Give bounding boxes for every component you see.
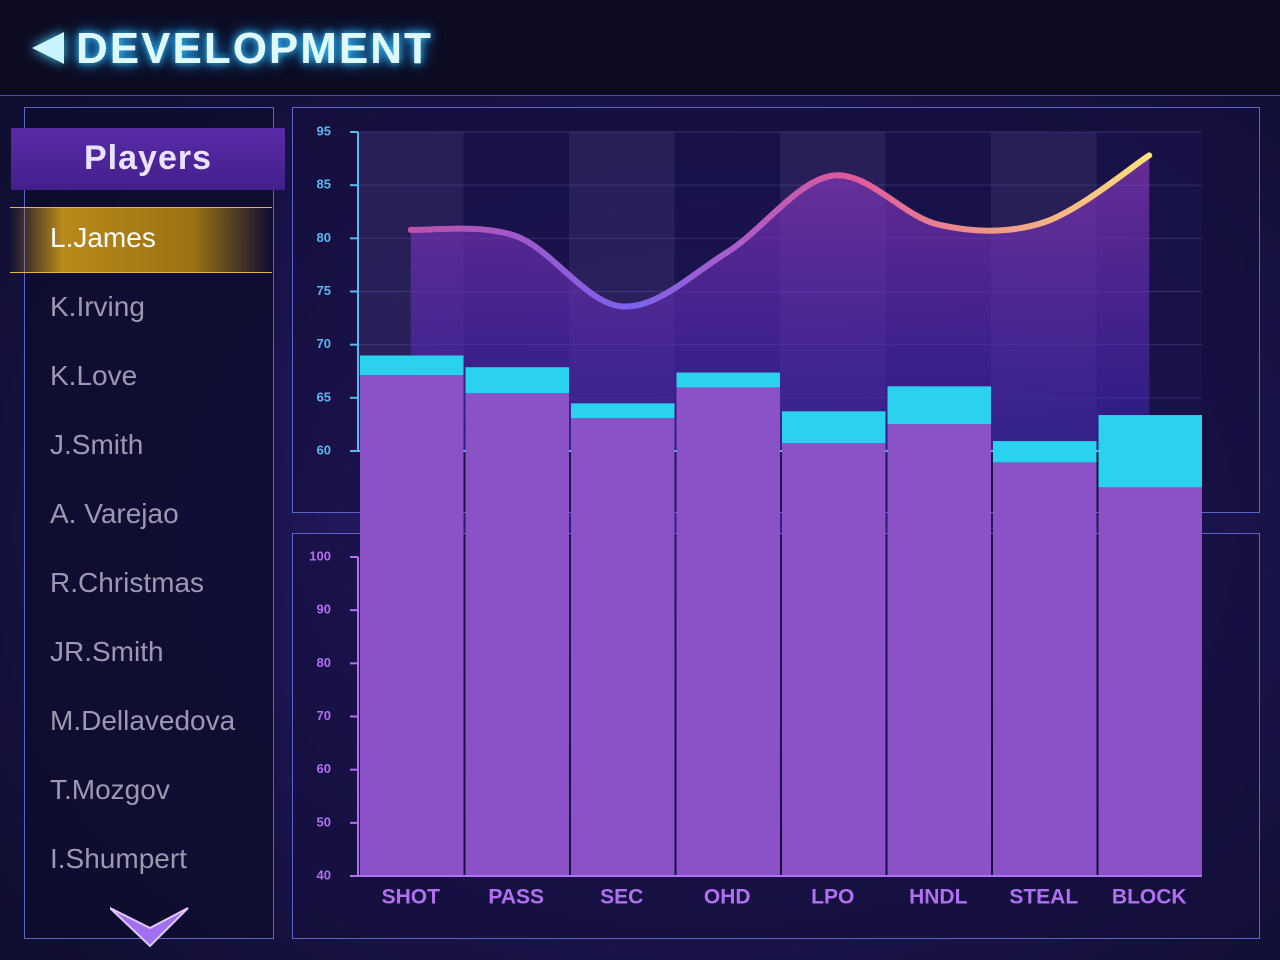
- x-tick-label: HNDL: [909, 886, 967, 909]
- y-tick-label: 40: [317, 867, 331, 882]
- player-name[interactable]: L.James: [50, 222, 156, 253]
- scroll-down[interactable]: [110, 906, 190, 948]
- x-tick-label: LPO: [811, 886, 854, 909]
- bar-segment: [676, 372, 780, 388]
- bar-segment: [993, 462, 1097, 876]
- bar-segment: [465, 367, 569, 394]
- y-tick-label: 65: [317, 389, 331, 404]
- line: [407, 152, 1153, 310]
- back-button[interactable]: [32, 32, 64, 64]
- player-name[interactable]: A. Varejao: [50, 498, 179, 529]
- player-name[interactable]: T.Mozgov: [50, 774, 170, 805]
- y-tick-label: 70: [317, 336, 331, 351]
- x-tick-label: OHD: [704, 886, 751, 909]
- selected-highlight: [10, 207, 272, 273]
- y-tick-label: 90: [317, 602, 331, 617]
- player-name[interactable]: JR.Smith: [50, 636, 164, 667]
- bar-segment: [676, 387, 780, 876]
- y-tick-label: 50: [317, 814, 331, 829]
- y-tick-label: 80: [317, 655, 331, 670]
- bar-segment: [887, 386, 991, 425]
- y-tick-label: 60: [317, 442, 331, 457]
- page-title: DEVELOPMENT: [76, 24, 433, 73]
- y-tick-label: 60: [317, 761, 331, 776]
- player-name[interactable]: M.Dellavedova: [50, 705, 236, 736]
- player-name[interactable]: K.Irving: [50, 291, 145, 322]
- y-tick-label: 75: [317, 283, 331, 298]
- bar-segment: [571, 418, 675, 876]
- bar-segment: [360, 375, 464, 876]
- y-tick-label: 85: [317, 177, 331, 192]
- bar-segment: [1098, 487, 1202, 876]
- x-tick-label: BLOCK: [1112, 886, 1187, 909]
- player-name[interactable]: R.Christmas: [50, 567, 205, 598]
- player-name[interactable]: K.Love: [50, 360, 138, 391]
- y-tick-label: 95: [317, 123, 331, 138]
- bar-segment: [1098, 415, 1202, 488]
- bar-segment: [887, 424, 991, 876]
- bar-segment: [571, 403, 675, 419]
- bar-segment: [360, 355, 464, 376]
- player-name[interactable]: J.Smith: [50, 429, 144, 460]
- y-tick-label: 80: [317, 230, 331, 245]
- players-title: Players: [11, 128, 285, 190]
- x-tick-label: SEC: [600, 886, 643, 909]
- bar-segment: [465, 393, 569, 876]
- x-tick-label: STEAL: [1009, 886, 1078, 909]
- header: DEVELOPMENT: [0, 0, 1280, 96]
- bar-segment: [993, 441, 1097, 463]
- x-tick-label: SHOT: [382, 886, 441, 909]
- bar-segment: [782, 411, 886, 444]
- bar-segment: [782, 443, 886, 876]
- y-tick-label: 100: [309, 548, 331, 563]
- y-tick-label: 70: [317, 708, 331, 723]
- x-tick-label: PASS: [488, 886, 544, 909]
- player-name[interactable]: I.Shumpert: [50, 843, 187, 874]
